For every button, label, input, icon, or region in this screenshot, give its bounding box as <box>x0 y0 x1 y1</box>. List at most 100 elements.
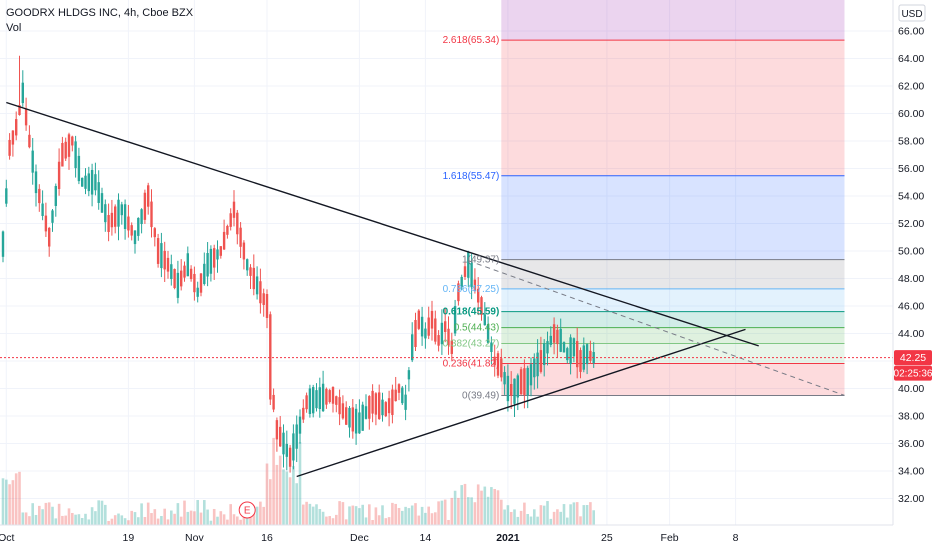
candle-body <box>424 328 427 339</box>
volume-bar <box>272 437 275 525</box>
candle-body <box>120 204 123 216</box>
candle-body <box>589 350 592 361</box>
volume-bar <box>371 520 374 525</box>
volume-bar <box>311 506 315 525</box>
time-tick: Dec <box>350 532 369 544</box>
candle-body <box>176 272 180 298</box>
volume-bar <box>41 509 44 525</box>
volume-bar <box>110 518 114 525</box>
candle-body <box>417 310 420 329</box>
volume-bar <box>575 502 579 525</box>
candle-body <box>486 324 490 343</box>
volume-bar <box>397 507 401 525</box>
volume-bar <box>490 487 493 525</box>
candle-body <box>308 388 312 415</box>
candle-body <box>28 134 31 148</box>
price-tick: 54.00 <box>898 191 924 203</box>
price-tick: 50.00 <box>898 246 924 258</box>
candle-body <box>559 328 562 352</box>
candle-body <box>140 209 143 225</box>
price-tick: 62.00 <box>898 81 924 93</box>
volume-bar <box>298 442 302 525</box>
candle-body <box>94 174 97 191</box>
candle-body <box>107 215 110 232</box>
candle-body <box>8 139 11 156</box>
volume-bar <box>536 516 539 525</box>
candle-body <box>143 192 147 220</box>
candle-body <box>556 329 559 345</box>
candle-body <box>57 161 61 190</box>
trendline-dashed-projection[interactable] <box>468 260 845 396</box>
volume-bar <box>18 471 21 525</box>
volume-bar <box>566 517 569 525</box>
volume-bar <box>87 519 91 525</box>
volume-bar <box>232 514 236 525</box>
fib-level-label: 2.618(65.34) <box>443 35 500 46</box>
currency-label: USD <box>901 9 922 20</box>
candle-body <box>196 287 199 297</box>
symbol-title[interactable]: GOODRX HLDGS INC, 4h, Cboe BZX <box>6 7 194 19</box>
volume-bar <box>585 504 589 525</box>
volume-bar <box>14 473 18 525</box>
volume-bar <box>80 518 84 525</box>
fibonacci-extension[interactable] <box>501 0 845 397</box>
candle-body <box>480 297 483 315</box>
volume-bar <box>404 506 407 525</box>
candle-body <box>222 231 226 250</box>
volume-bar <box>255 506 259 525</box>
time-axis: Oct 19 Nov 16 Dec 14 2021 25 Feb 8 <box>0 532 739 544</box>
candle-body <box>246 259 249 271</box>
candle-body <box>536 352 539 377</box>
candle-body <box>114 206 117 227</box>
candle-body <box>585 344 589 365</box>
candle-body <box>529 364 533 386</box>
trendline-lower-support[interactable] <box>296 328 746 478</box>
currency-badge[interactable] <box>898 4 926 22</box>
candle-body <box>503 372 506 385</box>
volume-bar <box>440 500 444 525</box>
candle-body <box>206 253 209 277</box>
candle-body <box>173 268 176 289</box>
trendlines[interactable] <box>6 101 845 478</box>
candle-body <box>539 350 543 372</box>
candle-body <box>444 321 447 332</box>
candle-body <box>447 328 450 346</box>
volume-bar <box>252 512 256 525</box>
volume-bar <box>275 464 279 525</box>
volume-bar <box>143 517 147 525</box>
time-tick: 14 <box>420 532 432 544</box>
candle-body <box>5 188 8 204</box>
candle-body <box>361 404 364 431</box>
price-axis-panel[interactable] <box>893 0 932 525</box>
volume-bar <box>460 485 463 525</box>
candle-body <box>189 268 193 280</box>
volume-bar <box>377 515 381 525</box>
trendline-upper-resistance[interactable] <box>6 101 759 347</box>
volume-bar <box>21 512 25 525</box>
volume-bar <box>269 479 272 525</box>
candle-body <box>288 447 292 467</box>
candle-body <box>358 412 361 434</box>
candle-body <box>77 155 81 182</box>
candle-body <box>496 353 500 376</box>
candle-body <box>48 227 51 247</box>
volume-bar <box>503 509 506 525</box>
candle-body <box>506 375 510 402</box>
candle-body <box>500 358 503 378</box>
earnings-marker[interactable]: E <box>238 501 256 519</box>
candle-body <box>51 210 54 223</box>
fib-zone <box>501 327 845 344</box>
earnings-icon[interactable] <box>238 501 256 519</box>
chart-legend[interactable]: GOODRX HLDGS INC, 4h, Cboe BZX Vol <box>6 6 193 36</box>
candle-body <box>552 324 556 343</box>
volume-bar <box>572 502 576 525</box>
candle-body <box>130 225 133 236</box>
volume-bar <box>533 509 536 525</box>
fib-level-label: 0.382(43.27) <box>443 339 500 350</box>
time-axis-panel[interactable] <box>0 525 893 550</box>
candle-body <box>127 216 130 231</box>
volume-bar <box>483 486 487 525</box>
volume-bar <box>364 517 368 525</box>
volume-indicator-label[interactable]: Vol <box>6 22 22 34</box>
